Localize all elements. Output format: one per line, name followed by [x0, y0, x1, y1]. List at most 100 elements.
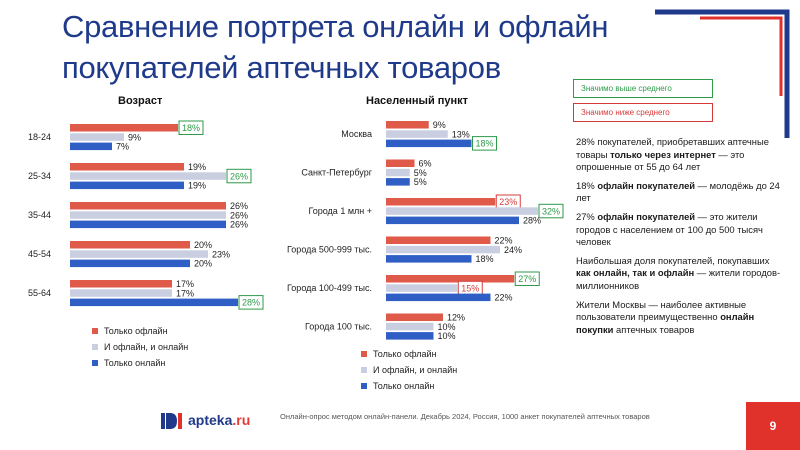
city-bar: [386, 216, 519, 225]
age-category-label: 25-34: [28, 171, 51, 181]
age-value-label: 19%: [188, 181, 206, 191]
legend-swatch: [92, 327, 98, 334]
age-value-label: 7%: [116, 142, 129, 152]
age-bar: [70, 202, 226, 210]
age-bar: [70, 241, 190, 249]
note-fragment: — жители городов-миллионников: [576, 267, 781, 291]
legend-swatch: [361, 366, 367, 373]
city-value-label: 27%: [518, 274, 536, 284]
legend-label: Только офлайн: [373, 349, 437, 359]
city-value-label: 6%: [419, 159, 432, 169]
city-category-label: Санкт-Петербург: [301, 168, 372, 178]
age-value-label: 26%: [230, 201, 248, 211]
age-bar: [70, 172, 226, 180]
note-fragment: — это жители городов с населением от 100…: [576, 210, 763, 248]
city-bar: [386, 168, 410, 177]
city-value-label: 22%: [495, 236, 513, 246]
age-significance-box: [238, 295, 264, 310]
legend-label: Только онлайн: [373, 381, 435, 391]
age-value-label: 9%: [128, 132, 141, 142]
city-value-label: 10%: [438, 331, 456, 341]
city-legend-both: И офлайн, и онлайн: [361, 365, 457, 375]
age-bar: [70, 280, 172, 288]
city-value-label: 9%: [433, 120, 446, 130]
note-fragment: 28% покупателей, приобретавших аптечные …: [576, 136, 769, 160]
logo-tld: .ru: [232, 412, 251, 428]
city-value-label: 18%: [476, 139, 494, 149]
note-fragment: онлайн покупки: [576, 311, 755, 335]
city-bar: [386, 255, 472, 263]
note-4: Наибольшая доля покупателей, покупавших …: [576, 255, 786, 293]
age-legend-online: Только онлайн: [92, 358, 165, 368]
city-value-label: 18%: [476, 254, 494, 264]
insights-notes: 28% покупателей, приобретавших аптечные …: [576, 136, 786, 342]
age-bar: [70, 181, 184, 190]
note-fragment: только через интернет: [610, 148, 716, 160]
page-number: 9: [746, 402, 800, 450]
title-line-1: Сравнение портрета онлайн и офлайн: [62, 9, 609, 44]
city-bar: [386, 275, 515, 283]
legend-swatch: [361, 382, 367, 389]
legend-label: Только офлайн: [104, 326, 168, 336]
note-fragment: офлайн покупателей: [597, 179, 696, 191]
age-significance-box: [178, 120, 204, 135]
age-value-label: 26%: [230, 171, 248, 181]
apteka-logo: apteka.ru: [161, 412, 251, 430]
city-value-label: 23%: [499, 197, 517, 207]
note-fragment: Наибольшая доля покупателей, покупавших: [576, 254, 770, 266]
age-bar: [70, 298, 238, 307]
above-average-legend: Значимо выше среднего: [573, 79, 713, 98]
age-category-label: 45-54: [28, 249, 51, 259]
note-fragment: 27%: [576, 210, 598, 222]
city-legend-offline: Только офлайн: [361, 349, 437, 359]
legend-label: И офлайн, и онлайн: [373, 365, 458, 375]
legend-label: Только онлайн: [104, 358, 166, 368]
age-chart-title: Возраст: [118, 95, 163, 107]
legend-swatch: [361, 350, 367, 357]
age-legend-offline: Только офлайн: [92, 326, 168, 336]
age-value-label: 26%: [230, 210, 248, 220]
age-value-label: 17%: [176, 288, 194, 298]
city-value-label: 5%: [414, 168, 427, 178]
age-bar: [70, 133, 124, 141]
city-value-label: 28%: [523, 216, 541, 226]
city-bar: [386, 159, 415, 167]
city-bar: [386, 207, 538, 215]
note-fragment: как онлайн, так и офлайн: [576, 267, 695, 279]
legend-label: И офлайн, и онлайн: [104, 342, 189, 352]
apteka-logo-mark: [161, 413, 182, 430]
city-category-label: Города 100-499 тыс.: [287, 283, 372, 293]
title-line-2: покупателей аптечных товаров: [62, 50, 501, 85]
age-legend-both: И офлайн, и онлайн: [92, 342, 188, 352]
city-value-label: 12%: [447, 313, 465, 323]
city-bar: [386, 293, 491, 302]
age-value-label: 26%: [230, 220, 248, 230]
age-value-label: 19%: [188, 162, 206, 172]
city-category-label: Города 100 тыс.: [305, 322, 372, 332]
age-bar: [70, 259, 190, 268]
city-category-label: Города 500-999 тыс.: [287, 245, 372, 255]
age-bar: [70, 250, 208, 258]
city-value-label: 15%: [461, 283, 479, 293]
city-bar: [386, 284, 458, 292]
age-category-label: 18-24: [28, 132, 51, 142]
age-bar: [70, 124, 178, 132]
city-bar: [386, 139, 472, 148]
city-bar: [386, 121, 429, 129]
city-legend-online: Только онлайн: [361, 381, 434, 391]
city-chart-title: Населенный пункт: [366, 95, 469, 107]
note-1: 28% покупателей, приобретавших аптечные …: [576, 136, 786, 174]
legend-swatch: [92, 359, 98, 366]
note-fragment: Жители Москвы — наиболее активные пользо…: [576, 298, 747, 323]
city-category-label: Москва: [341, 129, 372, 139]
city-bar: [386, 130, 448, 138]
note-5: Жители Москвы — наиболее активные пользо…: [576, 299, 786, 337]
age-category-label: 35-44: [28, 210, 51, 220]
age-category-label: 55-64: [28, 288, 51, 298]
age-value-label: 20%: [194, 259, 212, 269]
city-value-label: 24%: [504, 245, 522, 255]
city-bar: [386, 245, 500, 254]
age-bar: [70, 220, 226, 229]
age-value-label: 20%: [194, 240, 212, 250]
